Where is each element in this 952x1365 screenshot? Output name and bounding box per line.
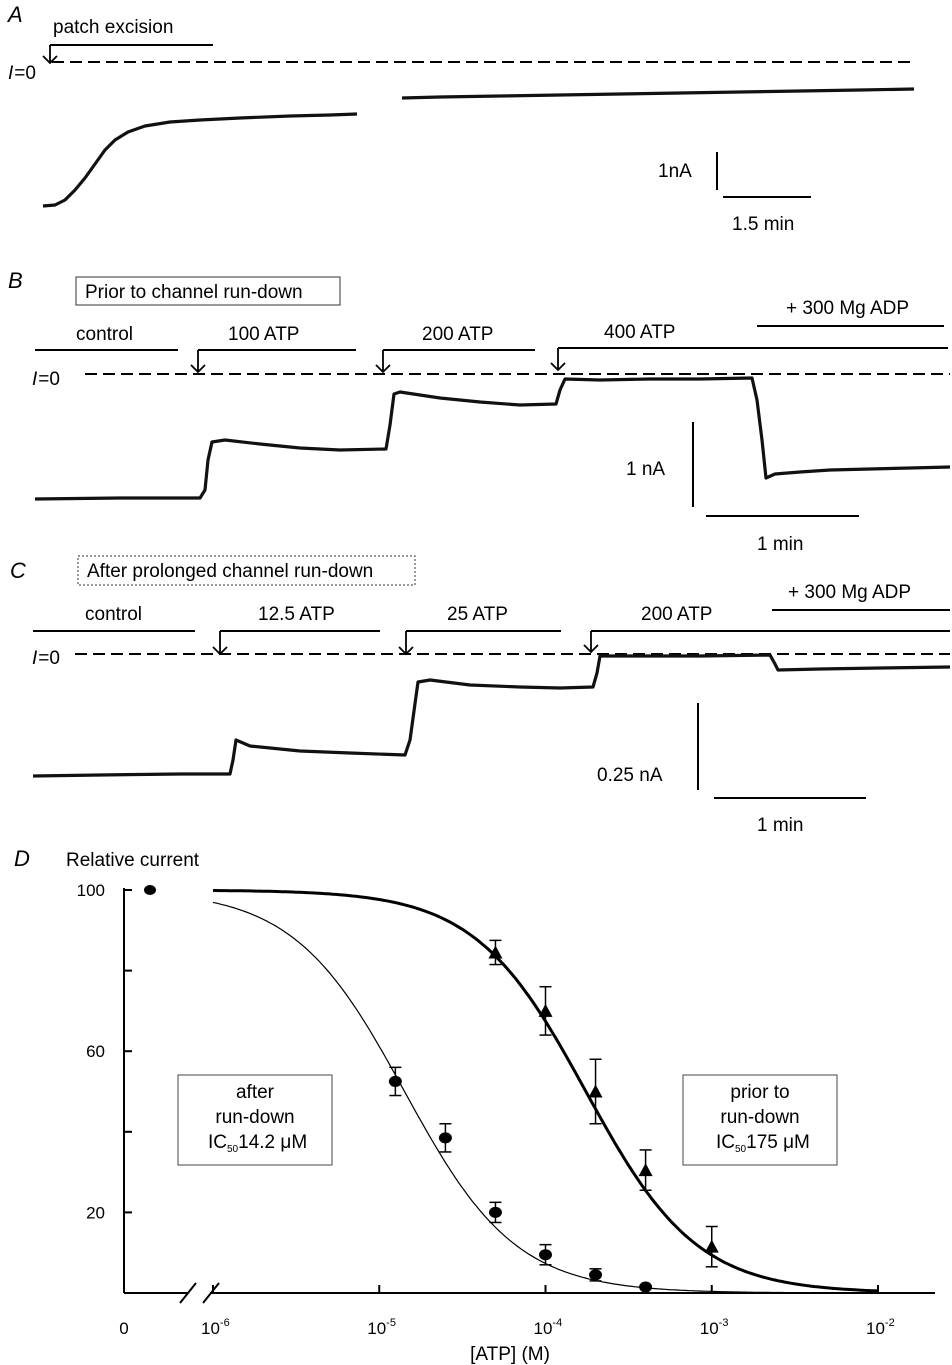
zero-current-label-b: I=0: [32, 369, 60, 390]
current-scale-label-a: 1nA: [658, 161, 692, 182]
after-box-line1: after: [236, 1082, 275, 1103]
current-trace-a2: [401, 87, 915, 100]
x-tick-exponent: -6: [220, 1317, 230, 1329]
triangle-data-point: [488, 945, 503, 959]
x-tick-label-zero: 0: [119, 1319, 128, 1338]
zero-current-label-c: I=0: [32, 648, 60, 669]
x-tick-label: 10-2: [866, 1317, 895, 1338]
x-tick-exponent: -4: [552, 1317, 562, 1329]
panel-b-label: B: [8, 268, 23, 293]
panel-c-title-box: [77, 555, 416, 586]
triangle-data-point: [538, 1003, 553, 1017]
segment-label-c-mgadp: + 300 Mg ADP: [788, 582, 911, 603]
current-trace-b: [34, 376, 951, 501]
control-point-marker: [144, 885, 156, 895]
after-box-ic50: IC5014.2 μM: [208, 1132, 307, 1155]
x-tick-base: 10: [866, 1319, 885, 1338]
ic50-prefix: IC: [208, 1132, 227, 1153]
segment-label-b-100atp: 100 ATP: [228, 324, 299, 345]
current-scale-label-b: 1 nA: [626, 459, 665, 480]
x-tick-base: 10: [700, 1319, 719, 1338]
data-marks: [144, 885, 719, 1293]
after-box-line2: run-down: [215, 1107, 294, 1128]
x-tick-exponent: -5: [386, 1317, 396, 1329]
application-arrow-icon: [550, 348, 566, 372]
panel-c-label: C: [10, 558, 26, 583]
panel-a-label: A: [6, 2, 23, 27]
prior-box-line1: prior to: [730, 1082, 789, 1103]
x-tick-label: 10-5: [367, 1317, 396, 1338]
prior-box-ic50: IC50175 μM: [716, 1132, 810, 1155]
after-rundown-box: after run-down IC5014.2 μM: [177, 1074, 333, 1166]
application-arrow-icon: [190, 350, 206, 374]
x-tick-exponent: -2: [885, 1317, 895, 1329]
application-arrow-icon: [398, 631, 414, 656]
application-arrow-icon: [212, 631, 228, 656]
panel-d-label: D: [14, 846, 30, 871]
x-tick-exponent: -3: [719, 1317, 729, 1329]
segment-label-c-12atp: 12.5 ATP: [258, 604, 335, 625]
panel-b-title-box: [75, 276, 341, 306]
prior-box-line2: run-down: [720, 1107, 799, 1128]
panel-b-title: Prior to channel run-down: [85, 282, 303, 303]
y-tick-label: 60: [86, 1042, 105, 1061]
x-tick-base: 10: [201, 1319, 220, 1338]
circle-data-point: [388, 1075, 402, 1087]
circle-data-point: [589, 1269, 603, 1281]
x-tick-label: 10-3: [700, 1317, 729, 1338]
time-scale-label-c: 1 min: [757, 815, 803, 836]
ic50-sub: 50: [227, 1144, 239, 1155]
current-scale-label-c: 0.25 nA: [597, 765, 663, 786]
ic50-value: 14.2 μM: [238, 1132, 307, 1153]
segment-label-b-400atp: 400 ATP: [604, 322, 675, 343]
triangle-data-point: [588, 1084, 603, 1098]
y-axis-title: Relative current: [66, 850, 200, 871]
x-tick-label: 10-6: [201, 1317, 230, 1338]
y-tick-label: 20: [86, 1203, 105, 1222]
excision-arrow-icon: [42, 45, 58, 65]
panel-b: B Prior to channel run-down control 100 …: [8, 268, 951, 555]
segment-label-b-control: control: [76, 324, 133, 345]
current-trace-c: [32, 653, 951, 778]
segment-label-b-200atp: 200 ATP: [422, 324, 493, 345]
circle-data-point: [639, 1281, 653, 1293]
circle-data-point: [488, 1206, 502, 1218]
ic50-sub: 50: [735, 1144, 747, 1155]
x-tick-label: 10-4: [534, 1317, 563, 1338]
axis-break-mark: [179, 1282, 197, 1304]
prior-rundown-box: prior to run-down IC50175 μM: [682, 1074, 838, 1166]
time-scale-label-a: 1.5 min: [732, 214, 794, 235]
x-tick-base: 10: [534, 1319, 553, 1338]
panel-c: C After prolonged channel run-down contr…: [10, 555, 951, 836]
x-axis-title: [ATP] (M): [470, 1344, 550, 1365]
circle-data-point: [438, 1132, 452, 1144]
segment-label-c-25atp: 25 ATP: [447, 604, 508, 625]
ic50-value: 175 μM: [746, 1132, 810, 1153]
patch-excision-label: patch excision: [53, 17, 173, 38]
y-tick-label: 100: [77, 881, 105, 900]
zero-current-label-a: I=0: [8, 63, 36, 84]
triangle-data-point: [638, 1163, 653, 1177]
current-trace-a1: [42, 112, 358, 208]
panel-c-title: After prolonged channel run-down: [87, 561, 373, 582]
triangle-data-point: [704, 1239, 719, 1253]
application-arrow-icon: [375, 350, 391, 374]
time-scale-label-b: 1 min: [757, 534, 803, 555]
axis-break-mark: [202, 1282, 220, 1304]
panel-a: A patch excision I=0 1nA 1.5 min: [6, 2, 915, 235]
x-tick-base: 10: [367, 1319, 386, 1338]
ic50-prefix: IC: [716, 1132, 735, 1153]
application-arrow-icon: [583, 631, 599, 654]
segment-label-b-mgadp: + 300 Mg ADP: [786, 298, 909, 319]
segment-label-c-control: control: [85, 604, 142, 625]
circle-data-point: [539, 1249, 552, 1261]
segment-label-c-200atp: 200 ATP: [641, 604, 712, 625]
